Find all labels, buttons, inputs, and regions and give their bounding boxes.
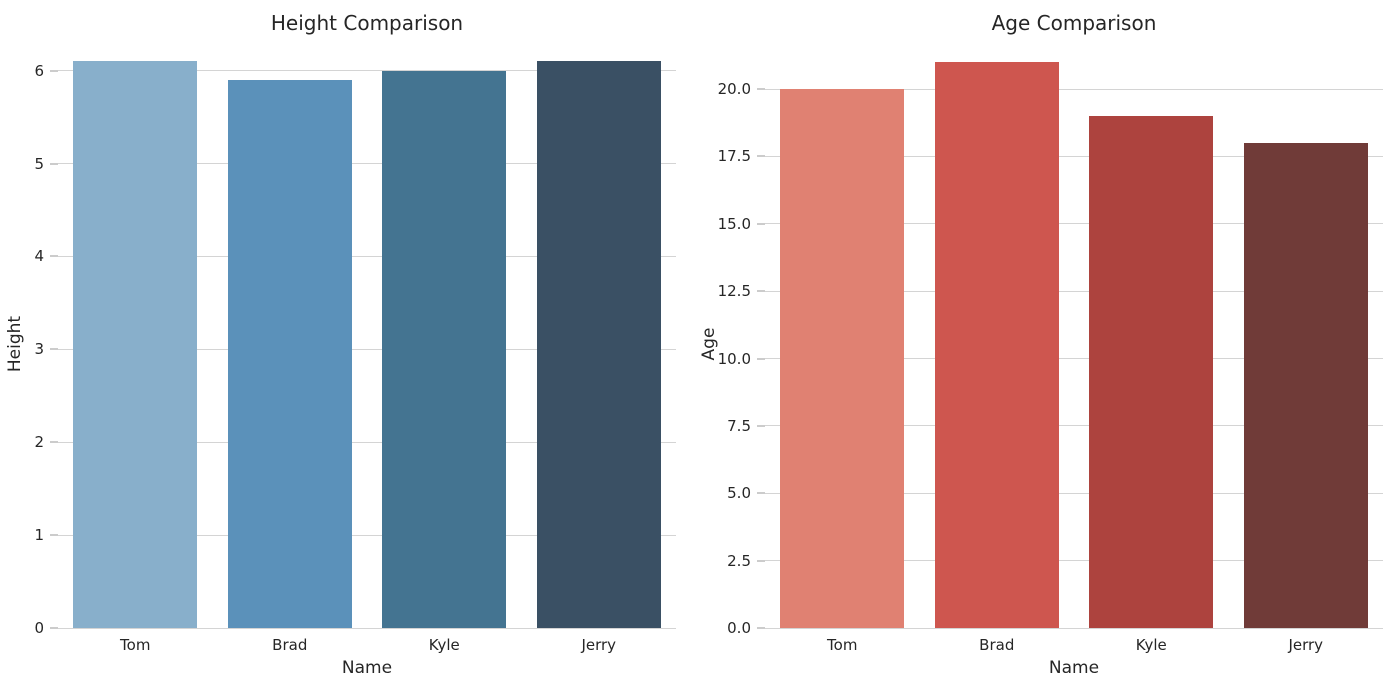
y-tick-mark bbox=[50, 627, 58, 629]
height-comparison-chart: Height Comparison Height Name 0 1 2 3 4 5 6 Tom… bbox=[0, 0, 694, 690]
gridline bbox=[765, 223, 1383, 225]
y-tick-mark bbox=[757, 222, 765, 225]
x-tick-label: Tom bbox=[120, 636, 151, 654]
y-tick-mark bbox=[50, 348, 58, 351]
x-tick-label: Jerry bbox=[1288, 636, 1324, 654]
y-tick-label: 1 bbox=[34, 526, 44, 545]
x-axis-label: Name bbox=[341, 658, 393, 678]
y-tick-label: 5 bbox=[34, 154, 44, 173]
gridline bbox=[765, 560, 1383, 562]
x-axis-label: Name bbox=[1048, 658, 1100, 678]
bar-kyle bbox=[1089, 116, 1214, 628]
plot-area bbox=[765, 40, 1383, 629]
y-tick-label: 0 bbox=[34, 619, 44, 637]
x-tick-label: Tom bbox=[827, 636, 858, 654]
y-tick-label: 5.0 bbox=[727, 484, 751, 503]
y-tick-label: 17.5 bbox=[717, 147, 751, 166]
y-tick-mark bbox=[757, 559, 765, 562]
y-tick-label: 15.0 bbox=[717, 214, 751, 233]
x-tick-label: Jerry bbox=[581, 636, 617, 654]
x-tick-label: Brad bbox=[272, 636, 308, 654]
y-tick-mark bbox=[50, 441, 58, 444]
gridline bbox=[765, 492, 1383, 494]
y-tick-label: 2 bbox=[34, 433, 44, 452]
gridline bbox=[58, 163, 676, 165]
y-tick-mark bbox=[757, 424, 765, 427]
y-tick-label: 6 bbox=[34, 61, 44, 80]
bar-jerry bbox=[536, 61, 661, 628]
gridline bbox=[765, 88, 1383, 90]
y-tick-mark bbox=[757, 155, 765, 158]
y-tick-mark bbox=[50, 69, 58, 72]
y-axis-label: Age bbox=[699, 327, 719, 361]
y-tick-mark bbox=[50, 162, 58, 165]
gridline bbox=[765, 290, 1383, 292]
gridline bbox=[58, 534, 676, 536]
gridline bbox=[58, 441, 676, 443]
y-tick-mark bbox=[757, 290, 765, 293]
chart-title: Age Comparison bbox=[991, 11, 1157, 35]
x-tick-label: Kyle bbox=[1135, 636, 1167, 654]
bar-tom bbox=[73, 61, 198, 628]
plot-area bbox=[58, 40, 676, 629]
y-tick-label: 4 bbox=[34, 247, 44, 266]
x-tick-label: Brad bbox=[979, 636, 1015, 654]
y-tick-mark bbox=[50, 255, 58, 258]
y-tick-mark bbox=[757, 492, 765, 495]
bar-kyle bbox=[382, 70, 507, 628]
y-tick-label: 3 bbox=[34, 340, 44, 359]
y-tick-mark bbox=[50, 534, 58, 537]
y-tick-label: 12.5 bbox=[717, 282, 751, 301]
x-tick-label: Kyle bbox=[428, 636, 460, 654]
chart-title: Height Comparison bbox=[270, 11, 464, 35]
gridline bbox=[765, 155, 1383, 157]
y-tick-label: 7.5 bbox=[727, 416, 751, 435]
y-tick-mark bbox=[757, 357, 765, 360]
gridline bbox=[765, 425, 1383, 427]
age-comparison-chart: Age Comparison Age Name 0.0 2.5 5.0 7.5 10.0… bbox=[694, 0, 1388, 690]
gridline bbox=[765, 627, 1383, 629]
gridline bbox=[765, 358, 1383, 360]
y-tick-mark bbox=[757, 88, 765, 91]
bar-brad bbox=[227, 79, 352, 628]
bar-tom bbox=[780, 89, 905, 628]
y-tick-label: 10.0 bbox=[717, 349, 751, 368]
y-tick-label: 2.5 bbox=[727, 551, 751, 570]
gridline bbox=[58, 627, 676, 629]
y-tick-label: 0.0 bbox=[727, 619, 751, 637]
gridline bbox=[58, 255, 676, 257]
gridline bbox=[58, 70, 676, 72]
bar-jerry bbox=[1243, 142, 1368, 628]
gridline bbox=[58, 348, 676, 350]
y-tick-label: 20.0 bbox=[717, 80, 751, 99]
bar-brad bbox=[934, 62, 1059, 628]
y-tick-mark bbox=[757, 627, 765, 629]
